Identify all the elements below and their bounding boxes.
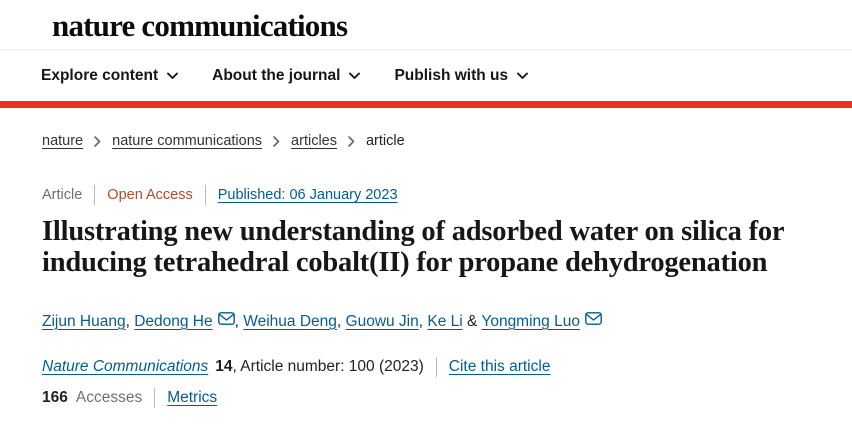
author-list: Zijun Huang, Dedong He, Weihua Deng, Guo… <box>42 311 812 332</box>
nav-item-label: Publish with us <box>394 66 509 84</box>
cite-this-article-link[interactable]: Cite this article <box>448 357 551 375</box>
author-separator: , <box>418 312 424 330</box>
divider <box>204 185 206 205</box>
author-link-weihua-deng[interactable]: Weihua Deng <box>243 312 337 330</box>
chevron-right-icon <box>348 135 355 147</box>
divider <box>94 185 96 205</box>
page-title: Illustrating new understanding of adsorb… <box>42 216 784 278</box>
accesses-count: 166 <box>42 388 68 406</box>
main-nav: Explore content About the journal Publis… <box>0 50 852 101</box>
author-link-yongming-luo[interactable]: Yongming Luo <box>481 312 580 330</box>
breadcrumb-link-nature-communications[interactable]: nature communications <box>112 133 263 149</box>
nav-item-publish-with-us[interactable]: Publish with us <box>394 66 529 85</box>
chevron-right-icon <box>94 135 101 147</box>
nav-item-explore-content[interactable]: Explore content <box>41 66 179 85</box>
author-separator: , <box>125 312 130 330</box>
author-link-dedong-he[interactable]: Dedong He <box>134 312 213 330</box>
author: Dedong He, <box>134 311 239 330</box>
divider <box>154 387 156 408</box>
envelope-icon[interactable] <box>585 311 602 325</box>
metrics-link[interactable]: Metrics <box>167 388 218 406</box>
author: Ke Li & <box>427 313 477 330</box>
nav-item-label: About the journal <box>212 66 341 84</box>
journal-name-link[interactable]: Nature Communications <box>42 357 209 375</box>
author-link-guowu-jin[interactable]: Guowu Jin <box>345 312 419 330</box>
chevron-right-icon <box>273 135 280 147</box>
article-type-label: Article <box>42 187 83 203</box>
site-header: nature communications Explore content Ab… <box>0 0 852 108</box>
breadcrumb-current-article: article <box>365 133 405 149</box>
breadcrumb: nature nature communications articles ar… <box>42 133 812 149</box>
masthead: nature communications <box>0 0 852 50</box>
citation-line: Nature Communications 14, Article number… <box>42 356 812 377</box>
accesses-label: Accesses <box>75 388 143 406</box>
nav-item-about-the-journal[interactable]: About the journal <box>212 66 361 85</box>
chevron-down-icon <box>167 72 179 79</box>
chevron-down-icon <box>349 72 361 79</box>
author-link-zijun-huang[interactable]: Zijun Huang <box>42 312 126 330</box>
author-separator: , <box>336 312 342 330</box>
metrics-line: 166 Accesses Metrics <box>42 387 812 408</box>
article-header: nature nature communications articles ar… <box>0 133 852 408</box>
breadcrumb-link-nature[interactable]: nature <box>42 133 84 149</box>
article-number-text: , Article number: 100 (2023) <box>232 357 424 375</box>
published-date-link[interactable]: Published: 06 January 2023 <box>217 187 398 203</box>
author: Zijun Huang, <box>42 313 130 330</box>
divider <box>435 356 437 377</box>
volume-number: 14 <box>215 357 233 375</box>
author-link-ke-li[interactable]: Ke Li <box>427 312 463 330</box>
article-meta: Article Open Access Published: 06 Januar… <box>42 185 812 205</box>
nav-item-label: Explore content <box>41 66 159 84</box>
author-separator: & <box>462 312 478 330</box>
author-separator: , <box>234 312 239 330</box>
journal-logo[interactable]: nature communications <box>52 8 348 43</box>
envelope-icon[interactable] <box>217 311 235 325</box>
author: Yongming Luo <box>481 311 602 330</box>
author: Weihua Deng, <box>243 313 341 330</box>
breadcrumb-link-articles[interactable]: articles <box>291 133 337 149</box>
author: Guowu Jin, <box>346 313 424 330</box>
chevron-down-icon <box>517 72 529 79</box>
brand-red-bar <box>0 101 852 108</box>
open-access-label: Open Access <box>107 187 193 203</box>
